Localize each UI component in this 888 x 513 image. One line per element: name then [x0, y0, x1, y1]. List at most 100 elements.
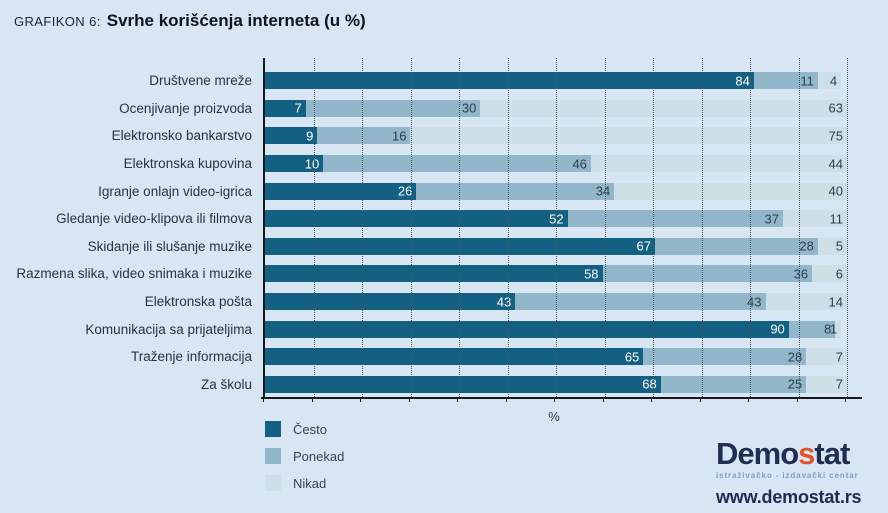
axis-tick — [602, 399, 604, 402]
category-label: Traženje informacija — [130, 349, 252, 365]
bar-segment-često: 65 — [265, 348, 644, 366]
axis-tick — [457, 399, 458, 402]
x-axis-label: % — [548, 409, 560, 424]
value-label: 9 — [306, 128, 314, 144]
value-label: 84 — [735, 73, 750, 89]
legend: Često Ponekad Nikad — [265, 421, 344, 491]
bar-segment-ponekad: 36 — [602, 265, 813, 283]
axis-tick — [699, 399, 701, 402]
legend-swatch — [265, 448, 281, 464]
category-label: Za školu — [200, 376, 252, 392]
bar-segment-nikad: 14 — [765, 293, 847, 311]
bar-segment-nikad: 5 — [817, 237, 847, 255]
bar-segment-često: 58 — [265, 265, 603, 283]
logo-subtitle: istraživačko - izdavački centar — [716, 471, 859, 480]
value-label: 16 — [392, 128, 407, 144]
value-label: 75 — [828, 128, 843, 144]
legend-label: Nikad — [293, 475, 327, 491]
gridline — [459, 58, 460, 397]
legend-item: Nikad — [265, 475, 344, 491]
axis-tick — [408, 399, 410, 402]
category-label: Razmena slika, video snimaka i muzike — [16, 266, 252, 282]
bar-segment-ponekad: 11 — [753, 72, 818, 90]
bar-segment-često: 10 — [265, 155, 324, 173]
category-label: Elektronska kupovina — [123, 156, 252, 172]
value-label: 11 — [829, 211, 843, 227]
category-label: Gledanje video-klipova ili filmova — [56, 211, 252, 227]
bar-row: 9 16 75 — [265, 122, 847, 150]
category-label: Elektronsko bankarstvo — [111, 128, 252, 144]
value-label: 7 — [294, 100, 302, 116]
value-label: 46 — [572, 156, 587, 172]
bar-row: 65 28 7 — [265, 343, 847, 371]
chart-title: GRAFIKON 6: Svrhe korišćenja interneta (u… — [14, 11, 366, 31]
gridline — [750, 58, 751, 397]
gridline — [604, 58, 606, 397]
value-label: 28 — [799, 238, 814, 254]
value-label: 6 — [835, 266, 843, 282]
legend-swatch — [265, 475, 281, 491]
x-axis-line — [261, 397, 862, 402]
bar-segment-često: 68 — [265, 375, 661, 393]
value-label: 28 — [787, 349, 803, 365]
axis-tick — [505, 399, 507, 402]
logo-wordmark: Demostat — [716, 436, 850, 471]
value-label: 44 — [828, 156, 843, 172]
bar-segment-često: 84 — [265, 72, 754, 90]
category-label: Igranje onlajn video-igrica — [98, 183, 252, 199]
bar-segment-nikad: 7 — [806, 348, 847, 366]
bar-row: 84 11 4 — [265, 67, 847, 95]
category-label: Društvene mreže — [149, 73, 252, 89]
category-label: Ocenjivanje proizvoda — [119, 100, 252, 116]
value-label: 67 — [636, 238, 651, 254]
value-label: 11 — [800, 73, 814, 89]
bar-segment-nikad: 40 — [614, 182, 847, 200]
legend-label: Ponekad — [293, 448, 345, 464]
gridline — [313, 58, 315, 397]
gridline — [798, 58, 800, 397]
axis-tick — [651, 399, 652, 402]
gridline — [362, 58, 363, 397]
bar-segment-nikad: 1 — [830, 320, 842, 338]
value-label: 7 — [835, 376, 843, 392]
bar-segment-ponekad: 43 — [515, 293, 766, 311]
bar-row: 68 25 7 — [265, 371, 847, 399]
axis-tick — [748, 399, 749, 402]
bar-segment-ponekad: 34 — [416, 182, 615, 200]
gridline — [847, 58, 848, 397]
value-label: 43 — [496, 294, 512, 310]
axis-tick — [311, 399, 313, 402]
legend-label: Često — [293, 421, 327, 437]
value-label: 8 — [824, 321, 832, 337]
bar-segment-nikad: 11 — [782, 210, 847, 228]
bar-segment-nikad: 4 — [817, 72, 842, 90]
axis-tick — [845, 399, 846, 402]
bar-segment-često: 9 — [265, 127, 318, 145]
plot-area: 84 11 4 7 30 63 9 16 75 10 46 44 26 34 40 52 37 11 67 28 5 58… — [263, 58, 848, 399]
bar-segment-nikad: 6 — [812, 265, 847, 283]
legend-item: Često — [265, 421, 344, 437]
legend-swatch — [265, 421, 281, 437]
value-label: 68 — [642, 376, 657, 392]
axis-tick — [263, 399, 264, 402]
bar-segment-ponekad: 28 — [654, 237, 818, 255]
demostat-logo: Demostat istraživačko - izdavački centar… — [716, 438, 866, 508]
bar-row: 58 36 6 — [265, 260, 847, 288]
gridline — [653, 58, 654, 397]
category-label: Skidanje ili slušanje muzike — [87, 238, 252, 254]
value-label: 36 — [793, 266, 809, 282]
value-label: 5 — [835, 238, 843, 254]
bar-segment-ponekad: 28 — [643, 348, 807, 366]
gridline — [556, 58, 557, 397]
value-label: 14 — [828, 294, 843, 310]
bar-segment-nikad: 63 — [480, 99, 847, 117]
category-label: Komunikacija sa prijateljima — [85, 321, 252, 337]
gridline — [410, 58, 412, 397]
value-label: 65 — [624, 349, 640, 365]
gridline — [701, 58, 703, 397]
axis-tick — [796, 399, 798, 402]
legend-item: Ponekad — [265, 448, 344, 464]
bar-segment-nikad: 44 — [590, 155, 847, 173]
bar-segment-ponekad: 30 — [305, 99, 481, 117]
bar-row: 43 43 14 — [265, 288, 847, 316]
